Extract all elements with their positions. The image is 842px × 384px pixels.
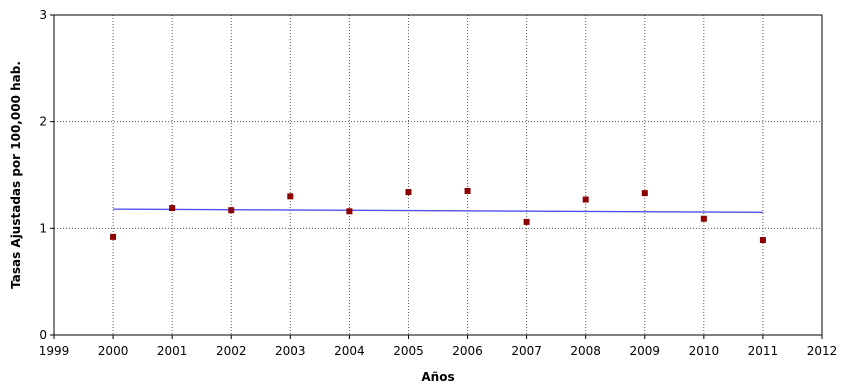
x-tick-label: 2006 <box>452 344 483 358</box>
y-tick-label: 2 <box>39 115 47 129</box>
axis-ticks: 1999 2000 2001 2002 2003 2004 2005 2006 2007 2008… <box>39 8 838 358</box>
data-point <box>405 189 412 196</box>
trend-line <box>113 208 763 213</box>
data-point <box>700 215 707 222</box>
data-point <box>169 205 176 212</box>
x-tick-label: 2009 <box>629 344 660 358</box>
x-tick-label: 2008 <box>570 344 601 358</box>
x-tick-label: 1999 <box>39 344 70 358</box>
x-tick-label: 2001 <box>157 344 188 358</box>
x-tick-label: 2002 <box>216 344 247 358</box>
y-axis-title: Tasas Ajustadas por 100,000 hab. <box>9 61 23 289</box>
plot-area <box>53 14 823 336</box>
x-tick-label: 2012 <box>807 344 838 358</box>
data-point <box>759 237 766 244</box>
data-point <box>641 190 648 197</box>
x-axis-title: Años <box>421 370 454 384</box>
data-point <box>287 193 294 200</box>
grid-lines <box>54 15 822 335</box>
x-tick-label: 2000 <box>98 344 129 358</box>
x-tick-label: 2003 <box>275 344 306 358</box>
data-marks <box>110 188 766 244</box>
x-tick-label: 2004 <box>334 344 365 358</box>
x-tick-label: 2007 <box>511 344 542 358</box>
data-point <box>228 207 235 214</box>
y-tick-label: 0 <box>39 328 47 342</box>
data-point <box>464 188 471 194</box>
data-point <box>523 218 530 225</box>
x-tick-label: 2011 <box>748 344 779 358</box>
data-point <box>110 233 117 240</box>
x-tick-label: 2010 <box>689 344 720 358</box>
x-tick-label: 2005 <box>393 344 424 358</box>
data-point <box>582 196 589 203</box>
y-tick-label: 1 <box>39 221 47 235</box>
data-point <box>346 208 353 215</box>
y-tick-label: 3 <box>39 8 47 22</box>
